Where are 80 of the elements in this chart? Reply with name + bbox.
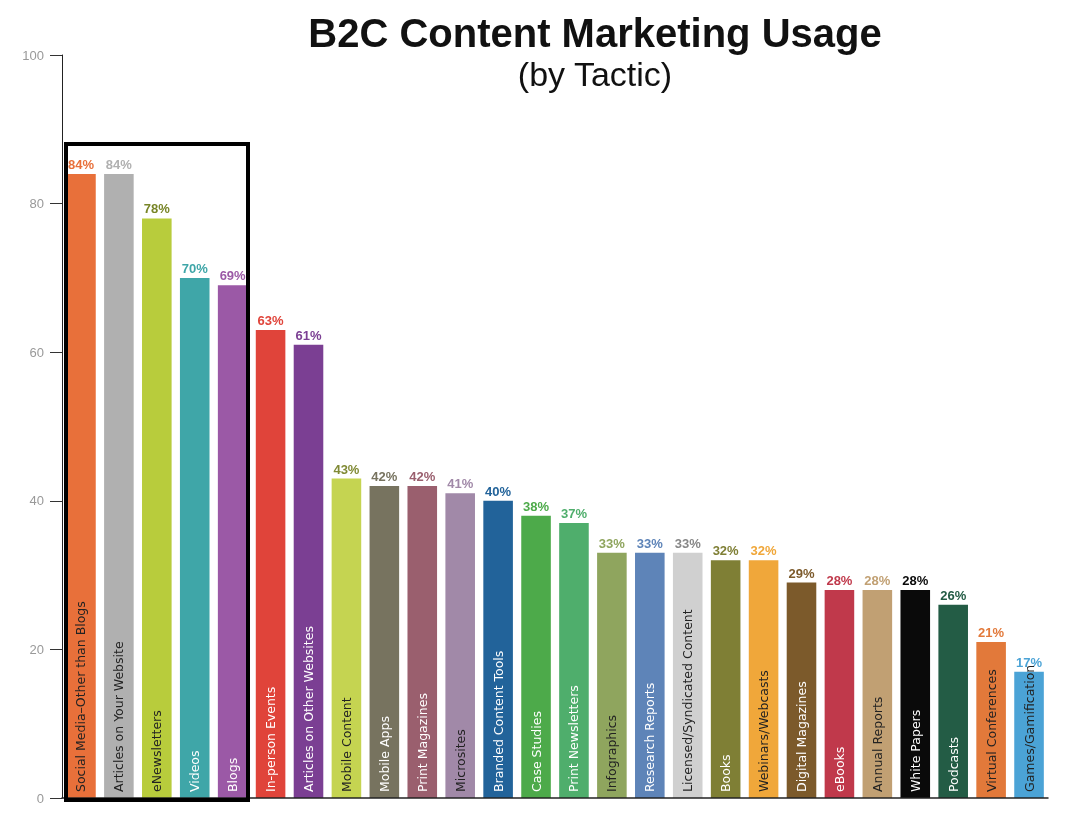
bar: [407, 485, 438, 798]
data-label: 21%: [978, 624, 1005, 640]
data-label: 37%: [560, 506, 588, 522]
x-tick-label: Articles on Other Websites: [301, 626, 316, 792]
x-tick-label: Webinars/Webcasts: [756, 670, 772, 792]
x-tick-label: Articles on Your Website: [111, 641, 127, 792]
y-tick-label: 20: [29, 641, 44, 657]
bar: [293, 344, 324, 798]
data-label: 38%: [523, 498, 550, 514]
x-tick-label: Books: [718, 754, 734, 792]
chart-subtitle: (by Tactic): [517, 55, 673, 93]
data-label: 32%: [750, 543, 778, 559]
y-tick-label: 0: [36, 790, 44, 806]
bar: [938, 604, 968, 798]
data-label: 42%: [371, 468, 398, 484]
x-tick-label: Research Reports: [642, 682, 658, 792]
x-tick-label: Social Media–Other than Blogs: [73, 601, 89, 792]
data-label: 33%: [636, 535, 664, 551]
x-tick-label: Infographics: [604, 714, 620, 792]
data-label: 26%: [940, 587, 967, 603]
x-tick-label: Print Magazines: [414, 693, 430, 792]
bar: [597, 552, 627, 798]
bar: [521, 515, 551, 798]
x-tick-label: In-person Events: [263, 686, 279, 792]
data-label: 28%: [902, 572, 929, 588]
data-label: 70%: [181, 260, 209, 276]
data-label: 40%: [485, 483, 512, 499]
data-label: 84%: [105, 156, 133, 172]
data-label: 78%: [143, 201, 171, 217]
bar: [559, 523, 589, 798]
bar: [445, 493, 475, 798]
data-label: 32%: [712, 543, 740, 559]
x-tick-label: Case Studies: [528, 711, 544, 792]
x-tick-label: Mobile Apps: [376, 716, 392, 792]
bar: [635, 552, 665, 798]
x-tick-label: Blogs: [225, 757, 241, 792]
x-tick-label: Digital Magazines: [794, 681, 809, 792]
bar: [179, 277, 210, 798]
x-tick-label: Microsites: [452, 729, 468, 792]
data-label: 43%: [333, 461, 360, 477]
x-tick-label: eBooks: [831, 746, 847, 792]
data-label: 84%: [67, 156, 95, 172]
bar: [862, 589, 893, 798]
x-tick-label: Videos: [187, 750, 203, 792]
bar: [217, 285, 248, 798]
bar: [710, 560, 741, 798]
data-label: 28%: [826, 572, 853, 588]
bar: [331, 478, 362, 798]
x-tick-label: eNewsletters: [149, 710, 165, 792]
data-label: 69%: [219, 268, 247, 284]
data-label: 33%: [598, 535, 626, 551]
chart-title: B2C Content Marketing Usage: [308, 11, 882, 55]
x-tick-label: Annual Reports: [869, 696, 885, 792]
bar: [824, 589, 855, 798]
x-tick-label: Print Newsletters: [566, 685, 582, 792]
data-label: 41%: [447, 476, 474, 492]
x-tick-label: Mobile Content: [338, 697, 354, 792]
y-tick-label: 40: [29, 493, 44, 509]
x-tick-label: White Papers: [907, 709, 923, 792]
x-tick-label: Podcasts: [945, 736, 961, 792]
x-tick-label: Virtual Conferences: [983, 669, 999, 792]
bar: [672, 552, 703, 798]
data-label: 63%: [257, 312, 285, 328]
bar: [66, 173, 96, 798]
data-label: 28%: [864, 572, 891, 588]
y-tick-label: 100: [22, 47, 44, 63]
bar: [104, 173, 134, 798]
data-label: 29%: [788, 565, 815, 581]
x-tick-label: Licensed/Syndicated Content: [680, 609, 696, 792]
y-tick-label: 60: [29, 344, 44, 360]
x-tick-label: Branded Content Tools: [490, 650, 506, 792]
data-label: 61%: [295, 327, 322, 343]
bar: [483, 500, 513, 798]
y-tick-label: 80: [29, 196, 44, 212]
bar: [900, 589, 931, 798]
bar: [142, 218, 172, 798]
bar: [369, 485, 400, 798]
data-label: 33%: [674, 535, 702, 551]
data-label: 42%: [409, 468, 436, 484]
bar: [255, 329, 286, 798]
